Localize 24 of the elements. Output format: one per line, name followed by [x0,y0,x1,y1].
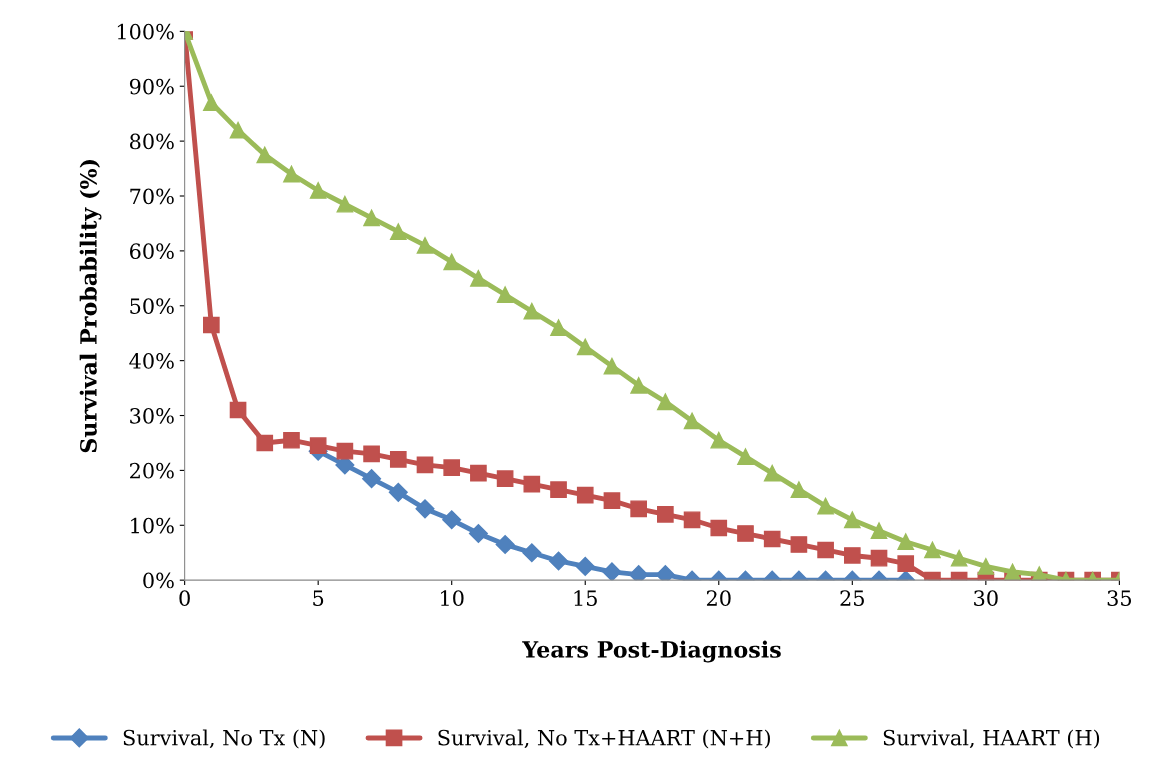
y-tick-label: 100% [117,23,174,40]
y-tick-label: 10% [131,517,174,534]
y-tick-label: 50% [130,298,174,314]
x-axis-title: Years Post-Diagnosis [522,640,781,663]
x-tick-label: 20 [706,590,731,607]
legend-label: Survival, HAART (H) [883,729,1100,749]
x-tick-label: 0 [179,590,190,607]
y-tick-label: 70% [130,188,174,205]
y-axis-title: Survival Probability (%) [79,159,102,453]
x-tick-label: 10 [441,590,464,607]
legend-label: Survival, No Tx (N) [123,729,325,749]
y-tick-label: 90% [129,78,174,95]
x-tick-label: 5 [313,590,324,607]
x-tick-label: 35 [1107,590,1132,607]
x-tick-label: 25 [840,590,864,607]
x-tick-label: 15 [574,590,597,607]
y-tick-label: 40% [129,353,174,369]
y-tick-label: 80% [130,133,174,150]
y-tick-label: 20% [130,462,174,479]
x-tick-label: 30 [974,590,998,607]
y-tick-label: 60% [130,243,174,260]
y-tick-label: 0% [143,572,174,589]
y-tick-label: 30% [130,407,174,424]
legend-label: Survival, No Tx+HAART (N+H) [438,729,770,749]
